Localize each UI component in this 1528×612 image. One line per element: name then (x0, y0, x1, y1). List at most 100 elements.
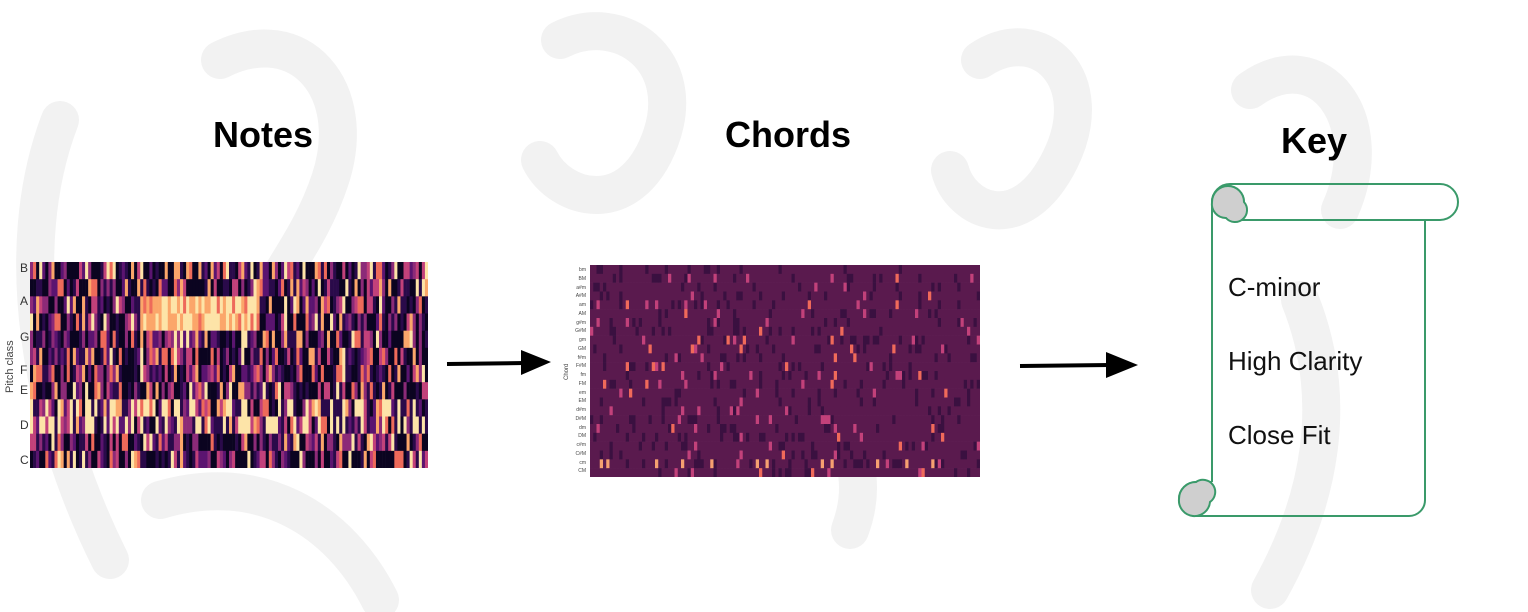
chords-heat-cell (746, 265, 750, 275)
notes-heat-cell (183, 416, 187, 434)
chords-heat-cell (898, 273, 903, 283)
chords-heat-cell (895, 344, 900, 354)
chords-heat-cell (944, 441, 948, 451)
chords-heat-cell (976, 371, 980, 381)
chords-heat-cell (934, 450, 939, 460)
chords-heat-cell (931, 388, 935, 398)
notes-heat-cell (167, 347, 172, 366)
notes-heat-cell (57, 365, 61, 383)
chords-heat-cell (622, 282, 627, 292)
notes-heat-cell (406, 416, 410, 434)
notes-heat-cell (259, 433, 263, 452)
chords-heat-cell (648, 273, 653, 283)
notes-heat-cell (372, 399, 377, 417)
chords-heat-cell (697, 450, 701, 460)
chords-heat-cell (807, 309, 812, 319)
chords-heat-cell (723, 459, 727, 469)
notes-heat-cell (262, 399, 267, 417)
notes-heat-cell (320, 382, 325, 400)
chords-heat-cell (752, 371, 757, 381)
chords-heat-cell (944, 353, 948, 363)
notes-heat-cell (397, 262, 401, 280)
chords-heat-cell (924, 379, 929, 389)
chords-heat-cell (830, 326, 835, 336)
notes-heat-cell (103, 296, 107, 314)
chords-heat-cell (856, 424, 861, 434)
notes-heat-cell (385, 296, 389, 314)
notes-heat-cell (48, 365, 52, 383)
chords-heat-cell (973, 291, 978, 301)
notes-heat-cell (326, 416, 331, 434)
notes-heat-cell (305, 416, 309, 434)
chords-heat-cell (749, 309, 753, 319)
chords-heat-cell (902, 432, 906, 442)
chords-heat-cell (895, 309, 900, 319)
chords-heat-cell (976, 335, 980, 345)
notes-heat-cell (302, 416, 306, 434)
chords-heat-cell (651, 432, 656, 442)
chords-heat-cell (671, 441, 675, 451)
chords-heat-cell (749, 441, 753, 451)
chords-heat-cell (908, 291, 913, 301)
notes-heat-cell (336, 433, 340, 452)
notes-heat-cell (342, 382, 346, 400)
notes-heat-cell (219, 262, 224, 280)
chords-heat-cell (762, 441, 766, 451)
chords-heat-cell (921, 388, 926, 398)
chords-heat-cell (889, 450, 893, 460)
chords-heat-cell (876, 388, 880, 398)
notes-heat-cell (293, 399, 297, 417)
chords-heat-cell (651, 424, 656, 434)
notes-heat-cell (219, 313, 224, 331)
notes-heat-cell (382, 365, 386, 383)
notes-heat-cell (354, 365, 358, 383)
chords-heat-cell (798, 318, 802, 328)
notes-heat-cell (131, 262, 135, 280)
chords-heat-cell (687, 379, 692, 389)
chords-heat-cell (687, 362, 692, 372)
notes-heat-cell (342, 313, 346, 331)
chords-heat-cell (954, 379, 958, 389)
chords-heat-cell (729, 468, 734, 477)
chords-heat-cell (970, 273, 974, 283)
notes-heat-cell (219, 399, 224, 417)
chords-heat-cell (609, 335, 614, 345)
chords-heat-cell (973, 344, 978, 354)
notes-heat-cell (369, 416, 374, 434)
chords-heat-cell (645, 353, 649, 363)
chords-heat-cell (590, 362, 594, 372)
chords-heat-cell (957, 300, 961, 310)
notes-heat-cell (158, 399, 162, 417)
chords-heat-cell (801, 388, 805, 398)
chords-heat-cell (791, 415, 796, 425)
notes-heat-cell (204, 330, 208, 349)
chords-heat-cell (612, 371, 617, 381)
notes-heat-cell (268, 399, 273, 417)
chords-heat-cell (807, 379, 812, 389)
chords-heat-cell (876, 326, 880, 336)
chords-heat-cell (723, 379, 727, 389)
chords-heat-cell (902, 309, 906, 319)
notes-heat-cell (259, 382, 263, 400)
chords-heat-cell (668, 441, 672, 451)
chords-heat-cell (629, 468, 633, 477)
chords-heat-cell (908, 397, 913, 407)
chords-heat-cell (853, 388, 857, 398)
chords-heat-cell (934, 265, 939, 275)
notes-heat-cell (284, 296, 288, 314)
chords-heat-cell (755, 353, 760, 363)
chords-heat-cell (954, 265, 958, 275)
chords-heat-cell (944, 344, 948, 354)
chords-heat-cell (814, 397, 818, 407)
notes-heat-cell (155, 416, 159, 434)
chords-heat-cell (876, 415, 880, 425)
notes-heat-cell (366, 365, 371, 383)
chords-heat-cell (606, 424, 610, 434)
chords-heat-cell (632, 291, 636, 301)
notes-heat-cell (271, 399, 276, 417)
chords-heat-cell (843, 424, 848, 434)
notes-heat-cell (397, 399, 401, 417)
notes-heat-cell (357, 279, 361, 297)
chords-heat-cell (736, 273, 740, 283)
chords-heat-cell (638, 388, 643, 398)
